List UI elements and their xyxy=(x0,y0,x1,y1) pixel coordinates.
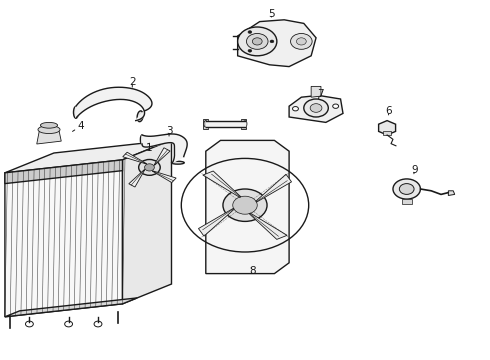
Ellipse shape xyxy=(40,122,58,128)
Polygon shape xyxy=(76,87,152,121)
Ellipse shape xyxy=(140,135,144,144)
Text: 8: 8 xyxy=(249,266,256,276)
Circle shape xyxy=(139,159,160,175)
Polygon shape xyxy=(5,160,122,317)
Ellipse shape xyxy=(172,161,184,164)
Polygon shape xyxy=(249,213,287,239)
Polygon shape xyxy=(122,140,172,304)
Bar xyxy=(402,199,412,204)
Polygon shape xyxy=(5,298,137,317)
Ellipse shape xyxy=(204,121,208,127)
Circle shape xyxy=(293,107,298,111)
Circle shape xyxy=(233,196,257,214)
Text: 6: 6 xyxy=(385,106,392,116)
Polygon shape xyxy=(123,152,147,164)
Polygon shape xyxy=(154,148,170,165)
Polygon shape xyxy=(206,121,245,127)
Polygon shape xyxy=(256,174,292,202)
Circle shape xyxy=(296,38,306,45)
Polygon shape xyxy=(5,160,122,184)
Polygon shape xyxy=(142,134,187,163)
Polygon shape xyxy=(203,171,241,197)
Polygon shape xyxy=(198,208,234,236)
Text: 7: 7 xyxy=(317,89,323,99)
Ellipse shape xyxy=(74,107,78,118)
Polygon shape xyxy=(129,170,145,187)
Text: 2: 2 xyxy=(129,77,136,87)
Polygon shape xyxy=(152,171,176,183)
Circle shape xyxy=(291,33,312,49)
Bar xyxy=(203,119,208,129)
Circle shape xyxy=(248,49,252,52)
Circle shape xyxy=(333,104,339,108)
Ellipse shape xyxy=(137,111,143,122)
Polygon shape xyxy=(289,95,343,122)
Circle shape xyxy=(270,40,274,43)
Ellipse shape xyxy=(38,126,60,134)
Bar xyxy=(383,131,391,135)
Circle shape xyxy=(399,184,414,194)
Text: 4: 4 xyxy=(73,121,84,131)
Circle shape xyxy=(393,179,420,199)
Polygon shape xyxy=(238,20,316,67)
Circle shape xyxy=(246,33,268,49)
Bar xyxy=(241,119,246,129)
Text: 5: 5 xyxy=(269,9,275,19)
Circle shape xyxy=(304,99,328,117)
Circle shape xyxy=(248,31,252,33)
Circle shape xyxy=(145,164,154,171)
Polygon shape xyxy=(5,140,172,173)
Ellipse shape xyxy=(243,121,247,127)
Circle shape xyxy=(223,189,267,221)
Text: 3: 3 xyxy=(166,126,172,136)
Polygon shape xyxy=(37,130,61,144)
Polygon shape xyxy=(206,140,289,274)
Polygon shape xyxy=(379,121,395,135)
Text: 9: 9 xyxy=(412,165,418,175)
Polygon shape xyxy=(448,191,455,195)
Circle shape xyxy=(238,27,277,56)
Circle shape xyxy=(310,104,322,112)
Circle shape xyxy=(252,38,262,45)
Polygon shape xyxy=(311,86,321,97)
Text: 1: 1 xyxy=(146,143,153,153)
